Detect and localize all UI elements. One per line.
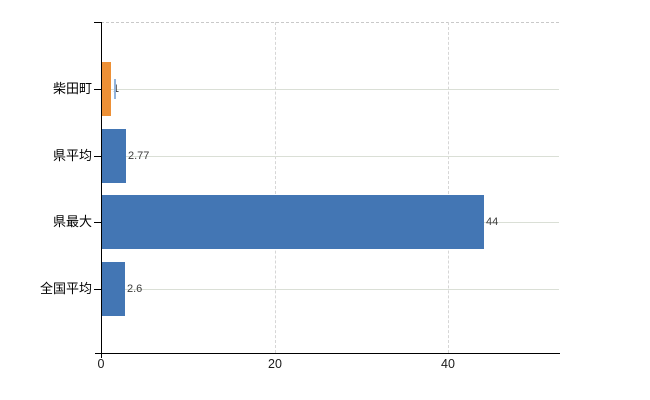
category-label-1: 県平均 [52, 148, 92, 163]
plot-area-top-border [101, 22, 559, 23]
value-label: 2.77 [128, 150, 150, 162]
value-label: 44 [486, 216, 499, 228]
bar-1 [102, 129, 126, 183]
x-gridline-20 [275, 22, 276, 353]
category-label-2: 県最大 [52, 214, 92, 229]
bar-0 [102, 62, 111, 116]
x-tick-label-40: 40 [441, 357, 455, 371]
bar-3 [102, 262, 125, 316]
category-label-0: 柴田町 [52, 81, 92, 96]
category-gridline [101, 89, 559, 90]
x-gridline-40 [448, 22, 449, 353]
y-axis-line [101, 22, 102, 358]
highlight-marker [114, 79, 116, 99]
x-axis-line [95, 353, 560, 354]
y-axis-top-tick [94, 22, 101, 23]
category-tick [94, 89, 101, 90]
value-label: 1 [113, 83, 120, 95]
bar-2 [102, 195, 484, 249]
category-tick [94, 289, 101, 290]
category-gridline [101, 156, 559, 157]
category-gridline [101, 289, 559, 290]
category-label-3: 全国平均 [39, 281, 92, 296]
x-tick-label-0: 0 [97, 357, 105, 371]
value-label: 2.6 [127, 283, 143, 295]
x-tick-label-20: 20 [268, 357, 282, 371]
category-tick [94, 156, 101, 157]
category-tick [94, 222, 101, 223]
